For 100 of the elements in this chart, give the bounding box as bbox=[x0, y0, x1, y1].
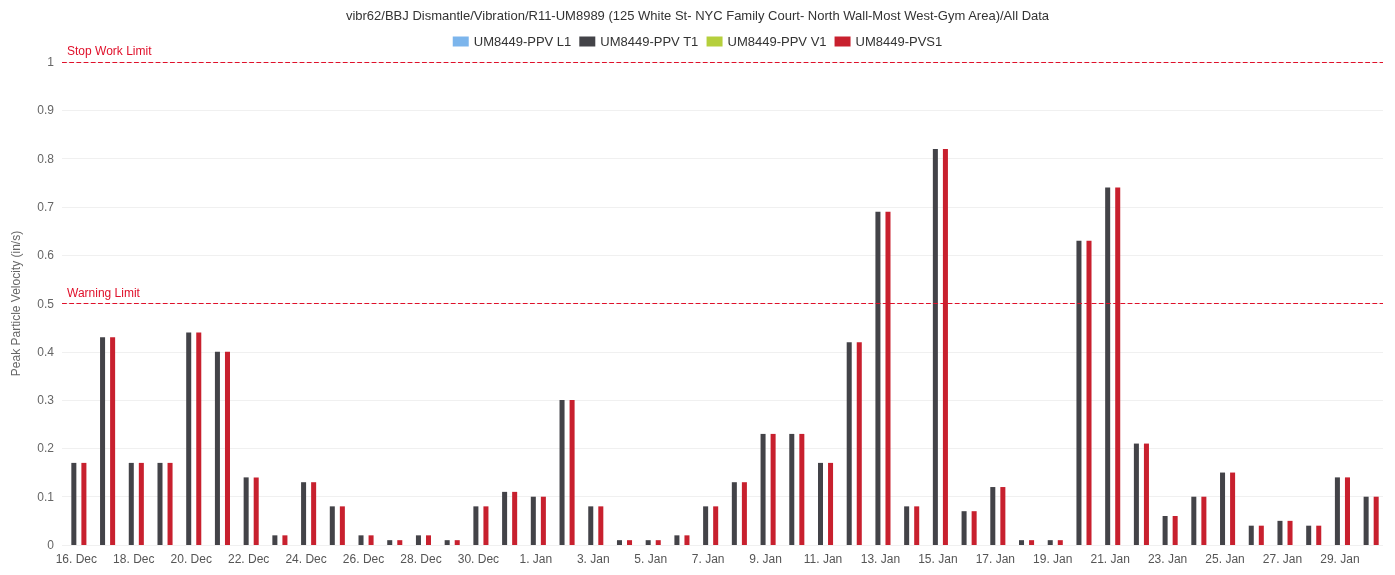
bar bbox=[1201, 496, 1207, 545]
x-tick-label: 5. Jan bbox=[634, 552, 668, 566]
bar bbox=[272, 535, 278, 545]
y-tick-label: 0.6 bbox=[37, 248, 55, 263]
bar bbox=[540, 496, 546, 545]
bar bbox=[282, 535, 288, 545]
bar bbox=[196, 332, 202, 545]
x-tick-label: 11. Jan bbox=[803, 552, 843, 566]
bar bbox=[1220, 472, 1226, 545]
bar bbox=[1019, 540, 1025, 545]
chart-title: vibr62/BBJ Dismantle/Vibration/R11-UM8989 (125 White St- NYC Family Court- North Wall-Most West-Gym Area)/All Data bbox=[345, 8, 1050, 23]
bar bbox=[971, 511, 977, 545]
x-tick-label: 27. Jan bbox=[1262, 552, 1303, 566]
bar bbox=[684, 535, 690, 545]
legend-label: UM8449-PPV V1 bbox=[727, 34, 827, 49]
x-tick-label: 30. Dec bbox=[457, 552, 500, 566]
x-tick-label: 19. Jan bbox=[1033, 552, 1073, 566]
bar bbox=[1105, 187, 1111, 545]
bar bbox=[311, 482, 317, 545]
x-tick-label: 18. Dec bbox=[113, 552, 155, 566]
bar bbox=[186, 332, 192, 545]
bar bbox=[713, 506, 719, 545]
bar bbox=[167, 462, 173, 545]
bar bbox=[358, 535, 364, 545]
bar bbox=[71, 462, 77, 545]
bar bbox=[1143, 443, 1149, 545]
bar bbox=[512, 491, 518, 545]
bar bbox=[1191, 496, 1197, 545]
bar bbox=[703, 506, 709, 545]
legend-label: UM8449-PVS1 bbox=[855, 34, 943, 49]
bar bbox=[444, 540, 450, 545]
bar bbox=[932, 148, 938, 545]
bar bbox=[157, 462, 163, 545]
bar bbox=[655, 540, 661, 545]
bar bbox=[1133, 443, 1139, 545]
bar bbox=[1258, 525, 1264, 545]
x-tick-label: 29. Jan bbox=[1320, 552, 1360, 566]
y-tick-label: 0.8 bbox=[37, 151, 55, 166]
y-tick-label: 0.2 bbox=[37, 441, 55, 456]
bar bbox=[1363, 496, 1369, 545]
bar bbox=[760, 433, 766, 545]
bar bbox=[128, 462, 134, 545]
y-tick-label: 0.1 bbox=[37, 489, 55, 504]
bar bbox=[1248, 525, 1254, 545]
y-tick-label: 0.9 bbox=[37, 103, 55, 118]
ref-line-label: Warning Limit bbox=[67, 285, 141, 300]
ref-line-label: Stop Work Limit bbox=[67, 44, 153, 58]
bar bbox=[1115, 187, 1121, 545]
x-tick-label: 20. Dec bbox=[170, 552, 212, 566]
y-tick-label: 0 bbox=[47, 538, 55, 552]
bar bbox=[425, 535, 432, 545]
bar bbox=[741, 482, 747, 545]
bar bbox=[1373, 496, 1379, 545]
bar bbox=[81, 462, 87, 545]
x-tick-label: 28. Dec bbox=[400, 552, 442, 566]
bar bbox=[799, 433, 805, 545]
bar bbox=[588, 506, 594, 545]
bar bbox=[1086, 240, 1092, 545]
legend-label: UM8449-PPV T1 bbox=[600, 34, 699, 49]
x-tick-label: 9. Jan bbox=[749, 552, 782, 566]
y-axis-title: Peak Particle Velocity (in/s) bbox=[9, 230, 23, 377]
bar bbox=[1029, 540, 1035, 545]
bar bbox=[243, 477, 249, 545]
bar bbox=[253, 477, 259, 545]
bar bbox=[961, 511, 967, 545]
bar bbox=[1172, 516, 1178, 545]
bar bbox=[454, 540, 460, 545]
bar bbox=[875, 211, 881, 545]
x-tick-label: 16. Dec bbox=[55, 552, 98, 566]
bar bbox=[856, 342, 862, 545]
x-tick-label: 23. Jan bbox=[1147, 552, 1188, 566]
bar bbox=[942, 148, 948, 545]
bar bbox=[110, 337, 116, 545]
bar bbox=[817, 462, 824, 545]
bar bbox=[1287, 520, 1293, 545]
x-tick-label: 21. Jan bbox=[1090, 552, 1130, 566]
y-tick-label: 0.4 bbox=[37, 344, 55, 359]
bar bbox=[100, 337, 106, 545]
x-tick-label: 25. Jan bbox=[1205, 552, 1245, 566]
bar bbox=[914, 506, 920, 545]
bar bbox=[214, 351, 220, 545]
bar bbox=[559, 400, 565, 545]
x-tick-label: 24. Dec bbox=[285, 552, 327, 566]
bar bbox=[1334, 477, 1340, 545]
bar bbox=[846, 342, 852, 545]
bar bbox=[674, 535, 680, 545]
y-tick-label: 1 bbox=[47, 55, 55, 69]
x-tick-label: 3. Jan bbox=[576, 552, 610, 566]
bar bbox=[415, 535, 421, 545]
x-tick-label: 13. Jan bbox=[860, 552, 901, 566]
bar bbox=[990, 487, 996, 545]
bar bbox=[627, 540, 633, 545]
bar bbox=[1277, 520, 1283, 545]
x-tick-label: 17. Jan bbox=[975, 552, 1015, 566]
bar bbox=[731, 482, 737, 545]
bar bbox=[789, 433, 795, 545]
bar bbox=[1047, 540, 1053, 545]
y-tick-label: 0.7 bbox=[37, 199, 55, 214]
bar bbox=[569, 400, 575, 545]
x-tick-label: 15. Jan bbox=[918, 552, 958, 566]
